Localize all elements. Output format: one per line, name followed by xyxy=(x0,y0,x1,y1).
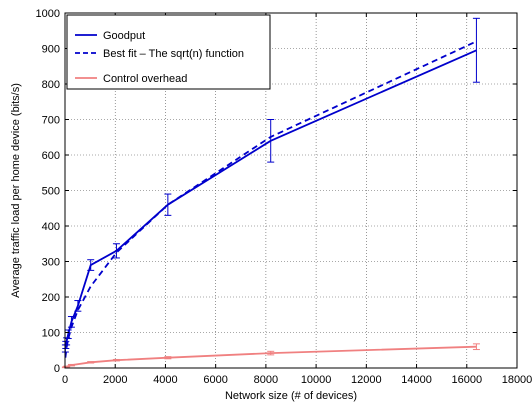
x-tick-label: 12000 xyxy=(351,374,382,386)
x-tick-label: 4000 xyxy=(153,374,177,386)
y-axis-label: Average traffic load per home device (bi… xyxy=(10,83,22,298)
x-tick-label: 2000 xyxy=(103,374,127,386)
y-tick-label: 800 xyxy=(42,79,60,91)
grid xyxy=(65,13,517,368)
y-tick-label: 900 xyxy=(42,44,60,56)
legend: Goodput Best fit – The sqrt(n) function … xyxy=(66,14,271,90)
x-tick-label: 8000 xyxy=(254,374,278,386)
y-tick-label: 0 xyxy=(54,363,60,375)
series-line-best-fit xyxy=(64,40,477,358)
x-tick-label: 18000 xyxy=(502,374,532,386)
x-tick-label: 6000 xyxy=(203,374,227,386)
x-tick-label: 16000 xyxy=(451,374,482,386)
series-best-fit xyxy=(64,40,477,358)
series-control-overhead xyxy=(61,343,480,369)
y-tick-label: 1000 xyxy=(36,8,60,20)
series-line-goodput xyxy=(64,49,477,349)
x-tick-label: 14000 xyxy=(401,374,432,386)
x-tick-label: 0 xyxy=(62,374,68,386)
legend-label-control-overhead: Control overhead xyxy=(103,73,187,85)
legend-label-best-fit: Best fit – The sqrt(n) function xyxy=(103,48,244,60)
legend-label-goodput: Goodput xyxy=(103,30,145,42)
y-tick-label: 500 xyxy=(42,186,60,198)
y-tick-label: 600 xyxy=(42,150,60,162)
y-tick-label: 100 xyxy=(42,328,60,340)
x-tick-label: 10000 xyxy=(301,374,332,386)
x-axis-label: Network size (# of devices) xyxy=(225,390,357,402)
y-tick-label: 200 xyxy=(42,292,60,304)
y-tick-label: 700 xyxy=(42,115,60,127)
y-tick-label: 300 xyxy=(42,257,60,269)
y-tick-label: 400 xyxy=(42,221,60,233)
legend-box xyxy=(66,14,271,90)
series-layer xyxy=(61,17,480,369)
series-line-control-overhead xyxy=(64,345,477,369)
